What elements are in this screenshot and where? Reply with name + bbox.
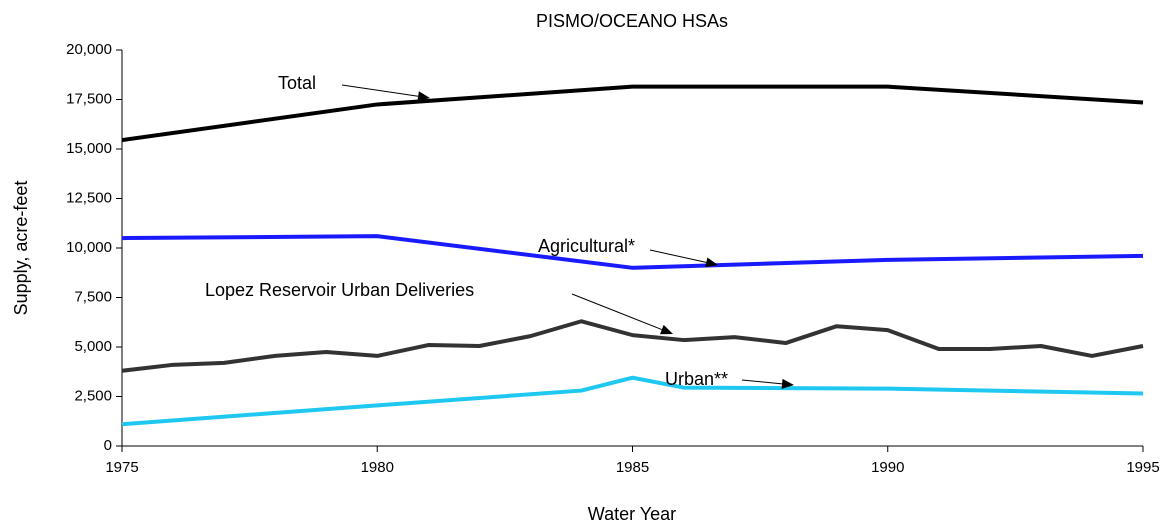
x-axis-label: Water Year — [588, 504, 676, 524]
y-axis-label: Supply, acre-feet — [11, 181, 31, 316]
arrow-line — [741, 379, 783, 385]
y-tick-label: 0 — [104, 437, 112, 454]
y-tick-label: 7,500 — [74, 288, 112, 305]
x-tick-label: 1980 — [361, 459, 394, 476]
arrow-head — [781, 378, 794, 389]
x-tick-label: 1995 — [1126, 459, 1159, 476]
chart-title: PISMO/OCEANO HSAs — [536, 11, 728, 31]
x-tick-label: 1985 — [616, 459, 649, 476]
arrow-line — [571, 293, 663, 331]
arrow-line — [341, 84, 419, 97]
x-tick-label: 1975 — [105, 459, 138, 476]
arrow-head — [417, 91, 430, 102]
arrow-line — [649, 249, 707, 263]
y-tick-label: 17,500 — [66, 90, 112, 107]
y-tick-label: 20,000 — [66, 41, 112, 58]
arrow-head — [705, 257, 718, 268]
series-label: Total — [278, 73, 316, 93]
x-tick-label: 1990 — [871, 459, 904, 476]
y-tick-label: 2,500 — [74, 387, 112, 404]
y-tick-label: 12,500 — [66, 189, 112, 206]
y-tick-label: 5,000 — [74, 338, 112, 355]
series-label: Lopez Reservoir Urban Deliveries — [205, 280, 474, 300]
series-line — [121, 234, 1144, 270]
y-tick-label: 10,000 — [66, 239, 112, 256]
series-line — [121, 319, 1144, 373]
arrow-head — [660, 324, 673, 335]
series-label: Urban** — [665, 369, 728, 389]
series-line — [121, 375, 1144, 427]
series-line — [121, 84, 1144, 143]
series-label: Agricultural* — [538, 236, 635, 256]
y-tick-label: 15,000 — [66, 140, 112, 157]
